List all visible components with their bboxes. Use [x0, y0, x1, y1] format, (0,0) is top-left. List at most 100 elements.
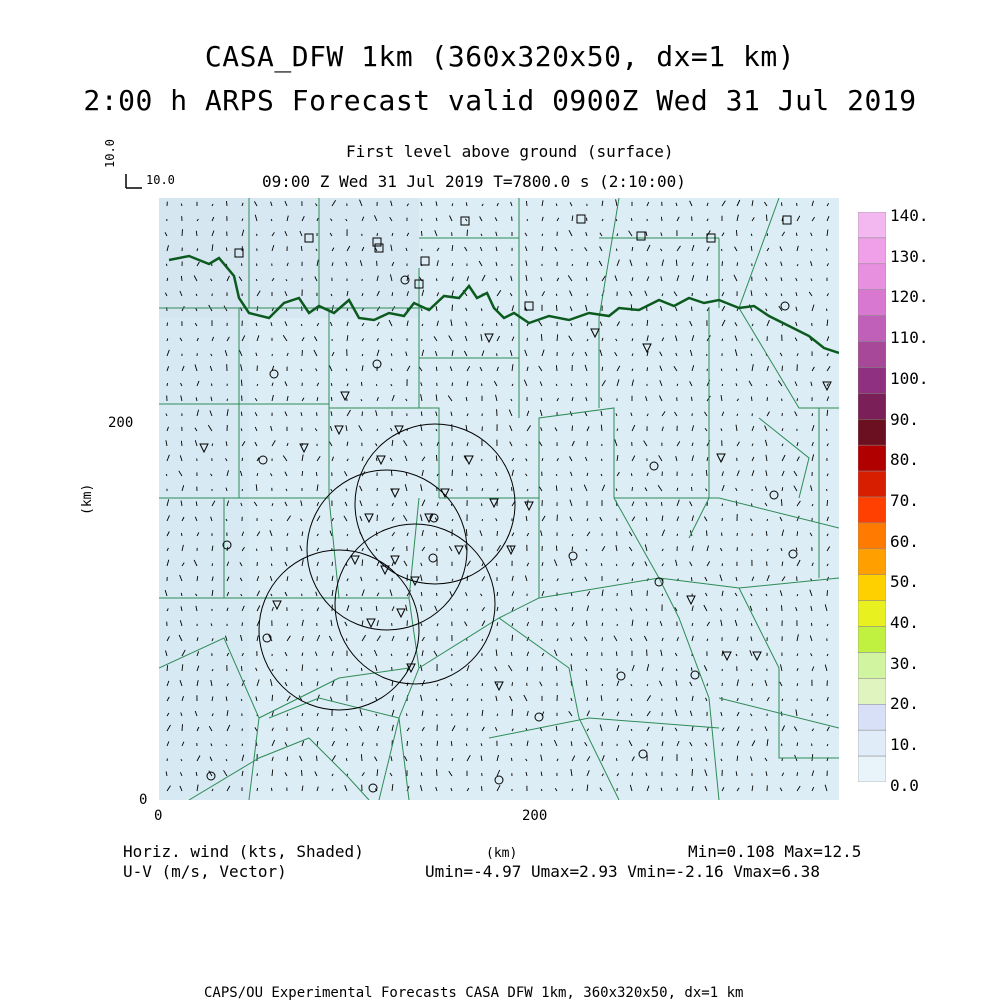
wind-vector	[362, 412, 363, 417]
wind-vector	[452, 383, 453, 386]
wind-vector	[407, 713, 408, 716]
vector-label: U-V (m/s, Vector)	[123, 862, 287, 881]
colorbar-label: 30.	[890, 654, 919, 673]
wind-field-map	[159, 198, 839, 800]
reference-vector-y-label: 10.0	[103, 139, 117, 168]
wind-vector	[302, 307, 303, 312]
wind-vector	[317, 412, 318, 416]
wind-vector	[556, 305, 557, 311]
colorbar-segment	[858, 627, 886, 653]
wind-vector	[347, 638, 348, 641]
wind-vector	[692, 769, 693, 776]
wind-vector	[181, 276, 182, 281]
uv-min-max-readout: Umin=-4.97 Umax=2.93 Vmin=-2.16 Vmax=6.3…	[425, 862, 820, 881]
colorbar-label: 50.	[890, 572, 919, 591]
colorbar-label: 90.	[890, 410, 919, 429]
wind-vector	[616, 249, 617, 251]
wind-vector	[812, 413, 813, 416]
wind-vector	[512, 682, 513, 686]
wind-vector	[782, 366, 783, 371]
colorbar-label: 130.	[890, 247, 929, 266]
wind-vector	[257, 788, 258, 791]
wind-vector	[691, 667, 692, 671]
wind-vector	[751, 397, 752, 401]
colorbar-segment	[858, 523, 886, 549]
wind-vector	[797, 772, 798, 776]
wind-vector	[541, 334, 542, 341]
wind-vector	[827, 590, 828, 596]
colorbar-segment	[858, 290, 886, 316]
wind-vector	[437, 593, 438, 596]
wind-vector	[361, 382, 362, 386]
wind-vector	[467, 230, 468, 236]
wind-vector	[722, 261, 723, 266]
wind-vector	[437, 741, 438, 746]
colorbar-label: 140.	[890, 206, 929, 225]
wind-vector	[827, 500, 828, 506]
wind-vector	[706, 294, 707, 297]
wind-vector	[167, 323, 168, 326]
wind-vector	[512, 487, 513, 491]
colorbar-segment	[858, 497, 886, 523]
wind-vector	[182, 724, 183, 731]
wind-vector	[452, 470, 453, 476]
wind-vector	[241, 263, 242, 266]
wind-vector	[632, 578, 633, 581]
wind-vector	[181, 533, 182, 536]
colorbar-label: 10.	[890, 735, 919, 754]
wind-vector	[257, 549, 258, 551]
wind-vector	[377, 429, 378, 431]
wind-vector	[556, 365, 557, 371]
colorbar-segment	[858, 238, 886, 264]
colorbar-segment	[858, 704, 886, 730]
wind-vector	[211, 384, 212, 387]
colorbar-segment	[858, 445, 886, 471]
wind-vector	[811, 249, 812, 251]
wind-vector	[181, 441, 182, 446]
min-max-readout: Min=0.108 Max=12.5	[688, 842, 861, 861]
wind-vector	[391, 470, 392, 476]
wind-vector	[797, 398, 798, 401]
wind-vector	[781, 744, 782, 746]
wind-vector	[722, 249, 723, 251]
wind-vector	[347, 714, 348, 716]
wind-vector	[407, 741, 408, 746]
colorbar-label: 100.	[890, 369, 929, 388]
wind-vector	[781, 499, 782, 506]
field-label: Horiz. wind (kts, Shaded)	[123, 842, 364, 861]
wind-vector	[242, 622, 243, 626]
wind-vector	[167, 665, 168, 671]
wind-vector	[692, 307, 693, 311]
wind-vector	[692, 233, 693, 236]
wind-vector	[272, 695, 273, 701]
colorbar-segment	[858, 367, 886, 393]
wind-vector	[541, 789, 542, 791]
wind-vector	[242, 744, 243, 746]
wind-vector	[632, 590, 633, 596]
wind-vector	[647, 533, 648, 536]
colorbar-segment	[858, 601, 886, 627]
wind-vector	[511, 758, 512, 761]
footer-credit: CAPS/OU Experimental Forecasts CASA DFW …	[204, 985, 743, 1001]
wind-vector	[421, 231, 422, 236]
wind-vector	[302, 770, 303, 776]
x-tick-label: 0	[154, 808, 162, 824]
colorbar-label: 80.	[890, 450, 919, 469]
wind-vector	[257, 264, 258, 267]
y-axis-title: (km)	[80, 484, 95, 515]
wind-vector	[766, 608, 767, 611]
colorbar-segment	[858, 342, 886, 368]
wind-vector	[707, 276, 708, 281]
wind-vector	[812, 744, 813, 747]
title-line-1: CASA_DFW 1km (360x320x50, dx=1 km)	[0, 40, 1000, 73]
colorbar-segment	[858, 652, 886, 678]
colorbar-segment	[858, 393, 886, 419]
valid-time-line: 09:00 Z Wed 31 Jul 2019 T=7800.0 s (2:10…	[262, 172, 686, 191]
colorbar-label: 70.	[890, 491, 919, 510]
wind-vector	[767, 397, 768, 401]
wind-vector	[722, 563, 723, 566]
colorbar-segment	[858, 756, 886, 782]
wind-vector	[707, 530, 708, 536]
wind-vector	[647, 367, 648, 371]
colorbar-segment	[858, 575, 886, 601]
